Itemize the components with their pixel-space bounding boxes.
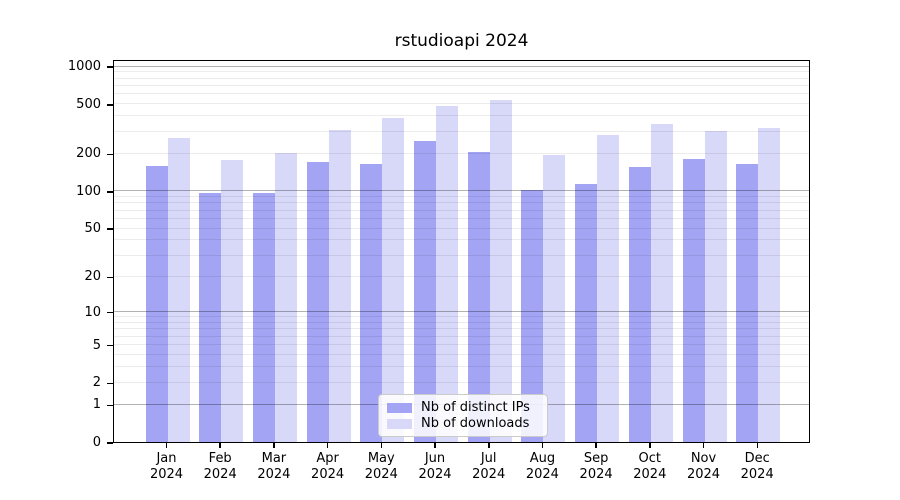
x-tick-label: Oct 2024 bbox=[633, 451, 667, 482]
bar-downloads bbox=[167, 138, 190, 442]
y-tick-mark bbox=[107, 276, 113, 279]
legend-item-distinct-ips: Nb of distinct IPs bbox=[387, 400, 539, 415]
y-tick-label: 100 bbox=[76, 183, 101, 199]
legend-swatch-distinct-ips bbox=[387, 402, 412, 413]
x-tick-label: Jun 2024 bbox=[418, 451, 452, 482]
y-tick-mark bbox=[107, 191, 113, 193]
y-tick-label: 5 bbox=[92, 337, 101, 353]
x-tick-label: Dec 2024 bbox=[740, 451, 774, 482]
y-tick-mark bbox=[107, 66, 113, 68]
bar-distinct-ips bbox=[575, 184, 598, 442]
legend: Nb of distinct IPs Nb of downloads bbox=[378, 394, 548, 437]
x-tick-label: Jul 2024 bbox=[472, 451, 506, 482]
y-tick-mark bbox=[107, 228, 113, 230]
x-tick-label: Jan 2024 bbox=[149, 451, 184, 482]
bar-distinct-ips bbox=[682, 159, 705, 442]
y-tick-label: 2 bbox=[92, 375, 101, 391]
bar-downloads bbox=[758, 128, 781, 442]
x-tick-mark bbox=[380, 443, 383, 448]
bar-downloads bbox=[382, 117, 405, 442]
y-tick-label: 50 bbox=[84, 221, 101, 236]
x-tick-mark bbox=[488, 443, 490, 448]
legend-swatch-downloads bbox=[387, 418, 412, 429]
x-tick-mark bbox=[649, 443, 651, 448]
plot-area bbox=[113, 60, 810, 443]
legend-label-downloads: Nb of downloads bbox=[421, 416, 530, 431]
x-tick-label: Sep 2024 bbox=[579, 451, 613, 482]
y-tick-label: 200 bbox=[76, 146, 101, 162]
legend-label-distinct-ips: Nb of distinct IPs bbox=[421, 400, 530, 415]
y-tick-label: 500 bbox=[76, 96, 101, 112]
bar-distinct-ips bbox=[199, 193, 222, 442]
bar-distinct-ips bbox=[414, 141, 436, 442]
y-tick-label: 0 bbox=[92, 435, 101, 450]
x-tick-mark bbox=[702, 443, 705, 448]
x-tick-mark bbox=[165, 443, 168, 448]
bar-downloads bbox=[543, 155, 566, 442]
x-tick-mark bbox=[273, 443, 275, 448]
x-tick-label: Apr 2024 bbox=[311, 451, 345, 482]
y-tick-label: 1000 bbox=[67, 59, 101, 74]
y-tick-mark bbox=[107, 153, 113, 156]
chart-title: rstudioapi 2024 bbox=[394, 31, 529, 51]
y-tick-mark bbox=[107, 442, 113, 444]
bar-distinct-ips bbox=[306, 161, 329, 442]
x-tick-mark bbox=[326, 443, 329, 448]
x-tick-label: Feb 2024 bbox=[203, 451, 237, 482]
bar-downloads bbox=[221, 160, 244, 442]
y-tick-mark bbox=[107, 311, 113, 314]
bar-downloads bbox=[597, 135, 620, 442]
y-tick-label: 10 bbox=[84, 304, 101, 320]
bar-downloads bbox=[436, 105, 458, 442]
legend-item-downloads: Nb of downloads bbox=[387, 416, 539, 431]
bar-distinct-ips bbox=[521, 190, 544, 442]
x-tick-mark bbox=[541, 443, 544, 448]
bar-distinct-ips bbox=[736, 163, 759, 442]
bar-distinct-ips bbox=[467, 152, 490, 442]
x-tick-mark bbox=[595, 443, 597, 448]
y-tick-mark bbox=[107, 344, 113, 347]
bar-distinct-ips bbox=[628, 167, 651, 442]
x-tick-label: Nov 2024 bbox=[686, 451, 721, 482]
y-tick-label: 1 bbox=[92, 397, 101, 413]
bar-downloads bbox=[650, 124, 673, 442]
bar-distinct-ips bbox=[145, 165, 168, 442]
x-tick-label: Aug 2024 bbox=[525, 451, 559, 482]
bar-downloads bbox=[704, 131, 727, 442]
bar-distinct-ips bbox=[360, 163, 383, 442]
bar-downloads bbox=[274, 153, 297, 442]
y-tick-label: 20 bbox=[84, 269, 101, 285]
x-tick-mark bbox=[219, 443, 221, 448]
bar-downloads bbox=[489, 99, 512, 442]
x-tick-mark bbox=[434, 443, 436, 448]
y-tick-mark bbox=[107, 404, 113, 406]
bar-distinct-ips bbox=[252, 192, 275, 442]
x-tick-label: May 2024 bbox=[364, 451, 398, 482]
y-tick-mark bbox=[107, 382, 113, 384]
y-tick-mark bbox=[107, 104, 113, 106]
x-tick-label: Mar 2024 bbox=[257, 451, 291, 482]
x-tick-mark bbox=[756, 443, 758, 448]
bar-downloads bbox=[328, 129, 351, 442]
bars-layer bbox=[114, 61, 809, 442]
